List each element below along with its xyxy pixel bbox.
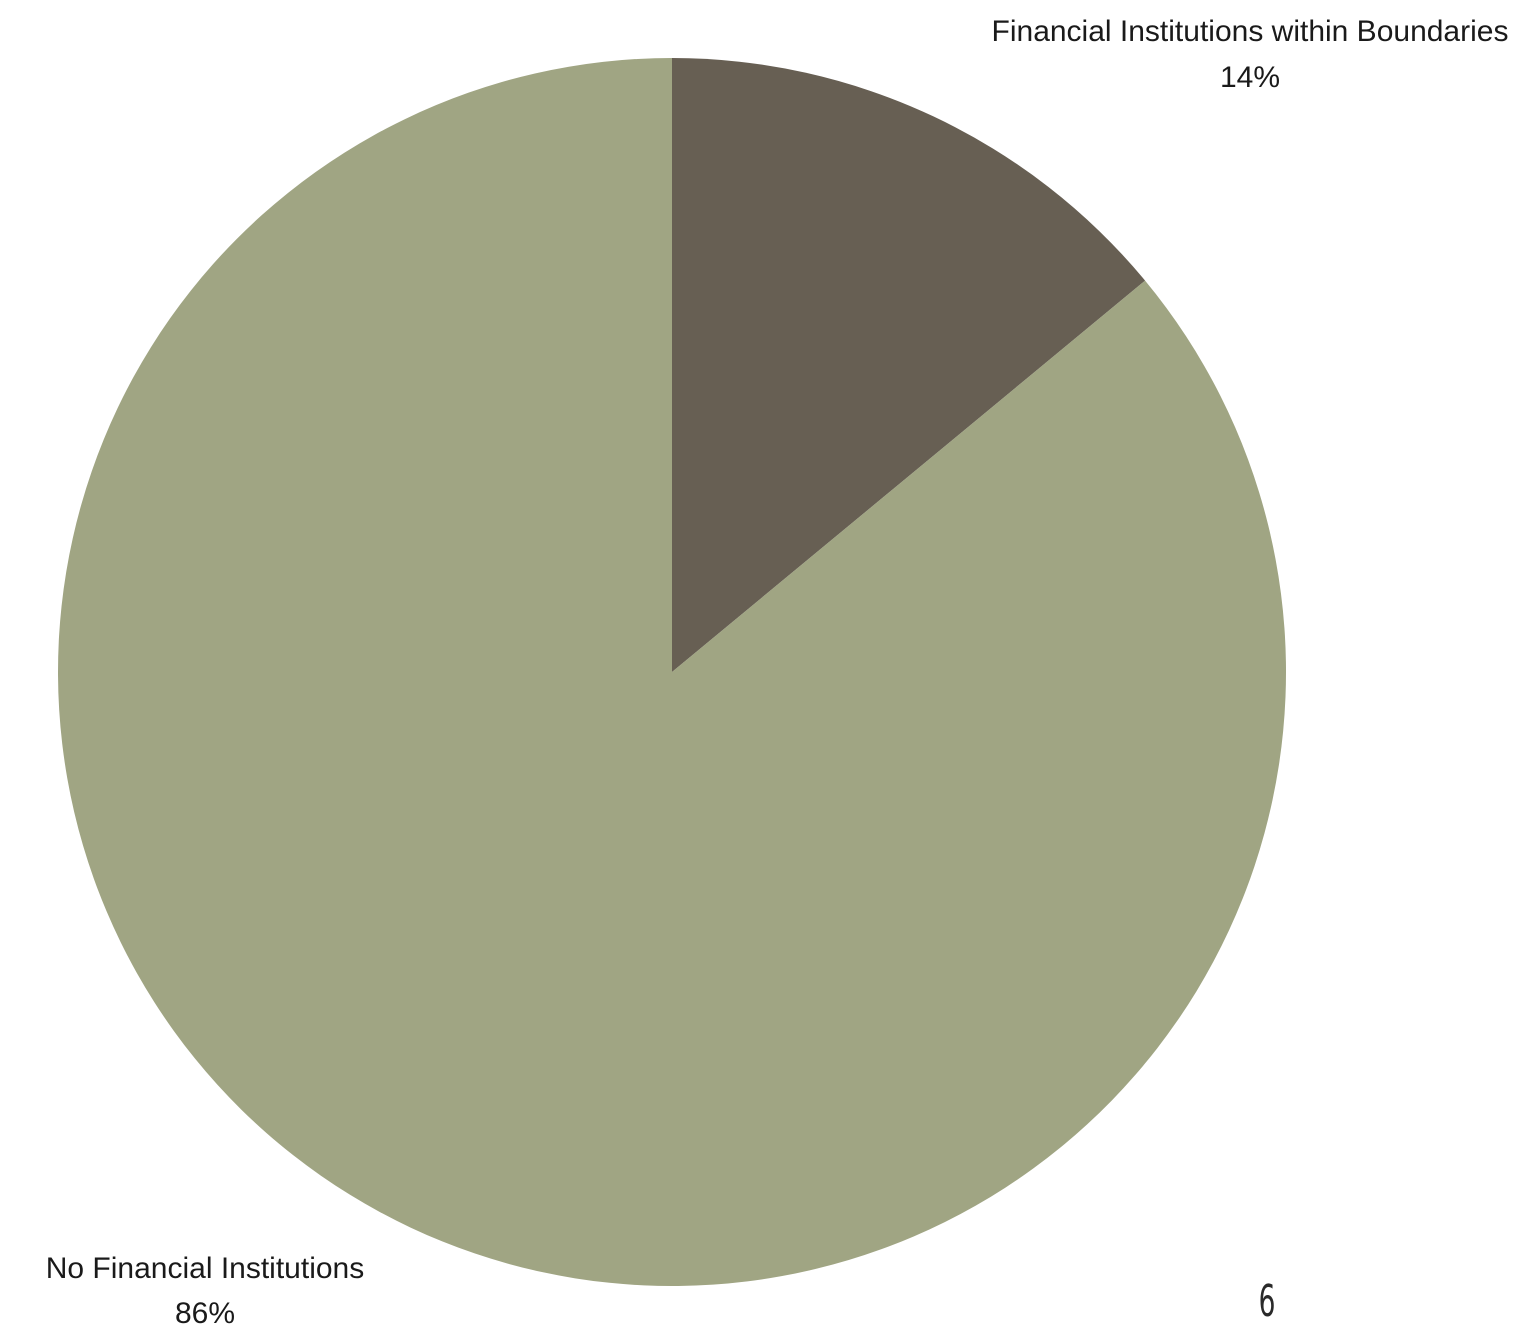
slice-name-label-2: No Financial Institutions	[46, 1252, 365, 1285]
slice-value-label-2: 86%	[175, 1297, 235, 1329]
pie-slice-1	[672, 58, 1146, 672]
page-number: 6	[1258, 1276, 1276, 1327]
pie-labels: Financial Institutions within Boundaries…	[46, 15, 1509, 1329]
slice-name-label-1: Financial Institutions within Boundaries	[992, 15, 1509, 48]
slice-value-label-1: 14%	[1220, 61, 1280, 94]
pie-slices	[58, 58, 1287, 1286]
pie-slice-2	[58, 58, 1287, 1286]
